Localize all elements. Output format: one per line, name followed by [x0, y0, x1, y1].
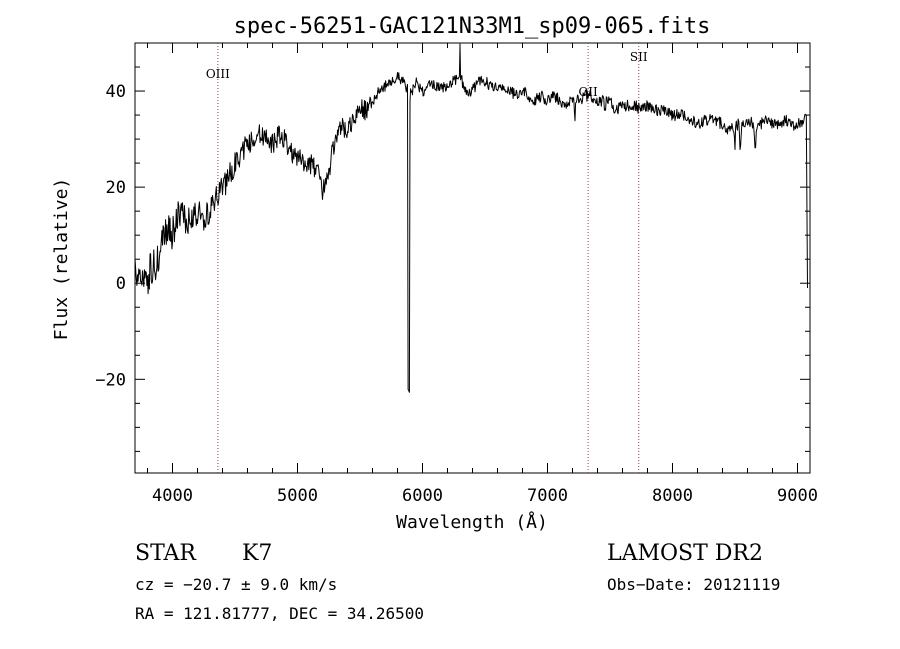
plot-area: 4000 5000 6000 7000 8000 9000 −20 0 20 40 OIIIOI…	[95, 42, 818, 506]
x-tick-label: 4000	[152, 486, 193, 506]
summary-info: STAR K7 LAMOST DR2 cz = −20.7 ± 9.0 km/s…	[135, 541, 780, 623]
spectrum-line	[134, 43, 808, 393]
y-axis-ticks	[135, 42, 810, 452]
y-tick-label: 0	[116, 274, 126, 294]
y-axis-label: Flux (relative)	[51, 178, 72, 341]
x-tick-label: 9000	[777, 486, 818, 506]
x-tick-label: 6000	[402, 486, 443, 506]
coordinates: RA = 121.81777, DEC = 34.26500	[135, 604, 424, 623]
survey-name: LAMOST DR2	[607, 541, 763, 566]
x-tick-label: 7000	[527, 486, 568, 506]
y-axis-tick-labels: −20 0 20 40	[95, 82, 126, 390]
x-axis-ticks	[147, 43, 798, 473]
redshift-line: cz = −20.7 ± 9.0 km/s	[135, 575, 337, 594]
plot-frame	[134, 42, 811, 474]
x-axis-tick-labels: 4000 5000 6000 7000 8000 9000	[152, 486, 818, 506]
spectrum-series	[134, 43, 808, 393]
object-subclass: K7	[242, 541, 272, 566]
x-tick-label: 5000	[277, 486, 318, 506]
object-class: STAR	[135, 541, 197, 566]
x-axis-label: Wavelength (Å)	[396, 511, 548, 533]
chart-title: spec-56251-GAC121N33M1_sp09-065.fits	[234, 14, 711, 39]
marker-label: OIII	[206, 67, 230, 81]
marker-label: SII	[630, 50, 648, 64]
y-tick-label: −20	[95, 370, 126, 390]
y-tick-label: 40	[106, 82, 126, 102]
y-tick-label: 20	[106, 178, 126, 198]
x-tick-label: 8000	[652, 486, 693, 506]
obs-date: Obs−Date: 20121119	[607, 575, 780, 594]
